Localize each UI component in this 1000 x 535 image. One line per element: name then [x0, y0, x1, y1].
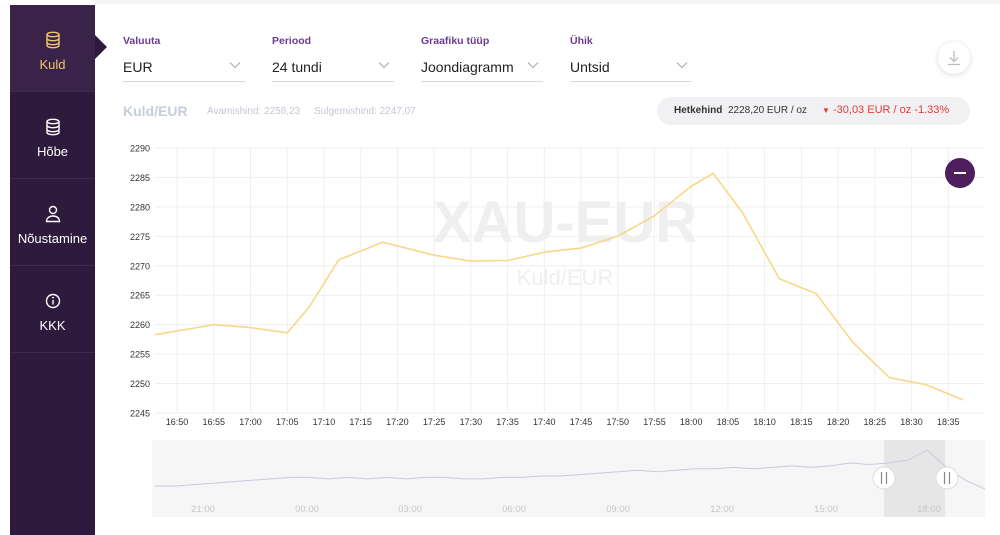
- x-tick-label: 18:05: [717, 417, 740, 427]
- chart-title: Kuld/EUR: [123, 103, 188, 119]
- x-tick-label: 17:00: [239, 417, 262, 427]
- currency-value: EUR: [123, 59, 153, 75]
- x-tick-label: 17:15: [349, 417, 372, 427]
- y-tick-label: 2285: [130, 173, 150, 183]
- user-icon: [10, 205, 95, 228]
- sidebar: Kuld Hõbe Nõustamine KKK: [10, 5, 95, 535]
- y-tick-label: 2290: [130, 144, 150, 154]
- sidebar-item-label: Hõbe: [36, 144, 69, 159]
- x-tick-label: 18:15: [790, 417, 813, 427]
- chart-type-value: Joondiagramm: [421, 59, 514, 75]
- x-tick-label: 18:35: [937, 417, 960, 427]
- y-tick-label: 2245: [130, 409, 150, 419]
- currency-label: Valuuta: [123, 35, 161, 47]
- period-value: 24 tundi: [272, 59, 322, 75]
- sidebar-item-kkk[interactable]: KKK: [10, 266, 95, 353]
- navigator-time-label: 18:00: [917, 504, 941, 515]
- zoom-out-button[interactable]: [945, 158, 975, 188]
- unit-label: Ühik: [570, 35, 593, 47]
- x-tick-label: 17:35: [496, 417, 519, 427]
- coins-icon: [10, 31, 95, 54]
- info-icon: [10, 292, 95, 315]
- navigator-time-label: 00:00: [295, 504, 319, 515]
- current-price-label: Hetkehind: [674, 105, 723, 116]
- period-label: Periood: [272, 35, 312, 47]
- navigator-time-label: 03:00: [398, 504, 422, 515]
- x-tick-label: 17:10: [313, 417, 336, 427]
- navigator-handle-left[interactable]: [872, 466, 896, 490]
- download-icon: [948, 51, 960, 66]
- unit-value: Untsid: [570, 59, 610, 75]
- sidebar-item-noustamine[interactable]: Nõustamine: [10, 179, 95, 266]
- x-tick-label: 16:55: [202, 417, 225, 427]
- chevron-down-icon: [378, 62, 390, 69]
- watermark-sub: Kuld/EUR: [517, 265, 614, 290]
- navigator-handle-right[interactable]: [935, 466, 959, 490]
- x-tick-label: 18:30: [900, 417, 923, 427]
- x-tick-label: 18:25: [864, 417, 887, 427]
- x-tick-label: 17:55: [643, 417, 666, 427]
- x-tick-label: 17:50: [606, 417, 629, 427]
- y-tick-label: 2250: [130, 379, 150, 389]
- y-tick-label: 2260: [130, 320, 150, 330]
- x-tick-label: 17:25: [423, 417, 446, 427]
- current-price-pill: Hetkehind 2228,20 EUR / oz ▼ -30,03 EUR …: [657, 97, 970, 125]
- x-tick-label: 16:50: [166, 417, 189, 427]
- x-tick-label: 18:00: [680, 417, 703, 427]
- top-border: [95, 0, 1000, 4]
- y-tick-label: 2280: [130, 202, 150, 212]
- navigator-time-label: 09:00: [606, 504, 630, 515]
- minus-icon: [954, 172, 966, 174]
- active-indicator-arrow: [95, 35, 107, 59]
- chevron-down-icon: [229, 62, 241, 69]
- unit-select[interactable]: Ühik Untsid: [570, 35, 692, 82]
- currency-select[interactable]: Valuuta EUR: [123, 35, 245, 82]
- x-tick-label: 17:05: [276, 417, 299, 427]
- x-tick-label: 17:40: [533, 417, 556, 427]
- y-tick-label: 2275: [130, 232, 150, 242]
- sidebar-item-kuld[interactable]: Kuld: [10, 5, 95, 92]
- sidebar-item-label: Nõustamine: [17, 231, 88, 246]
- current-price-value: 2228,20 EUR / oz: [728, 105, 807, 116]
- x-tick-label: 18:20: [827, 417, 850, 427]
- chart-type-select[interactable]: Graafiku tüüp Joondiagramm: [421, 35, 543, 82]
- open-price: Avamishind: 2258,23: [207, 106, 301, 117]
- down-triangle-icon: ▼: [822, 106, 830, 115]
- x-tick-label: 17:45: [570, 417, 593, 427]
- navigator-time-label: 21:00: [191, 504, 215, 515]
- price-change: ▼ -30,03 EUR / oz -1.33%: [822, 104, 950, 116]
- price-line: [154, 172, 964, 401]
- period-select[interactable]: Periood 24 tundi: [272, 35, 394, 82]
- sidebar-item-hobe[interactable]: Hõbe: [10, 92, 95, 179]
- close-price: Sulgemishind: 2247,07: [314, 106, 416, 117]
- chevron-down-icon: [527, 62, 539, 69]
- coins-icon: [10, 118, 95, 141]
- navigator-time-label: 12:00: [710, 504, 734, 515]
- navigator-time-label: 15:00: [814, 504, 838, 515]
- watermark-main: XAU-EUR: [433, 190, 697, 255]
- navigator-line: [155, 449, 986, 490]
- navigator-background: [152, 440, 985, 517]
- download-button[interactable]: [938, 42, 970, 74]
- chevron-down-icon: [676, 62, 688, 69]
- y-tick-label: 2270: [130, 261, 150, 271]
- chart-type-label: Graafiku tüüp: [421, 35, 490, 47]
- navigator-time-label: 06:00: [502, 504, 526, 515]
- y-tick-label: 2265: [130, 291, 150, 301]
- sidebar-item-label: Kuld: [39, 57, 66, 72]
- sidebar-item-label: KKK: [39, 318, 66, 333]
- y-tick-label: 2255: [130, 350, 150, 360]
- x-tick-label: 17:30: [460, 417, 483, 427]
- x-tick-label: 18:10: [753, 417, 776, 427]
- x-tick-label: 17:20: [386, 417, 409, 427]
